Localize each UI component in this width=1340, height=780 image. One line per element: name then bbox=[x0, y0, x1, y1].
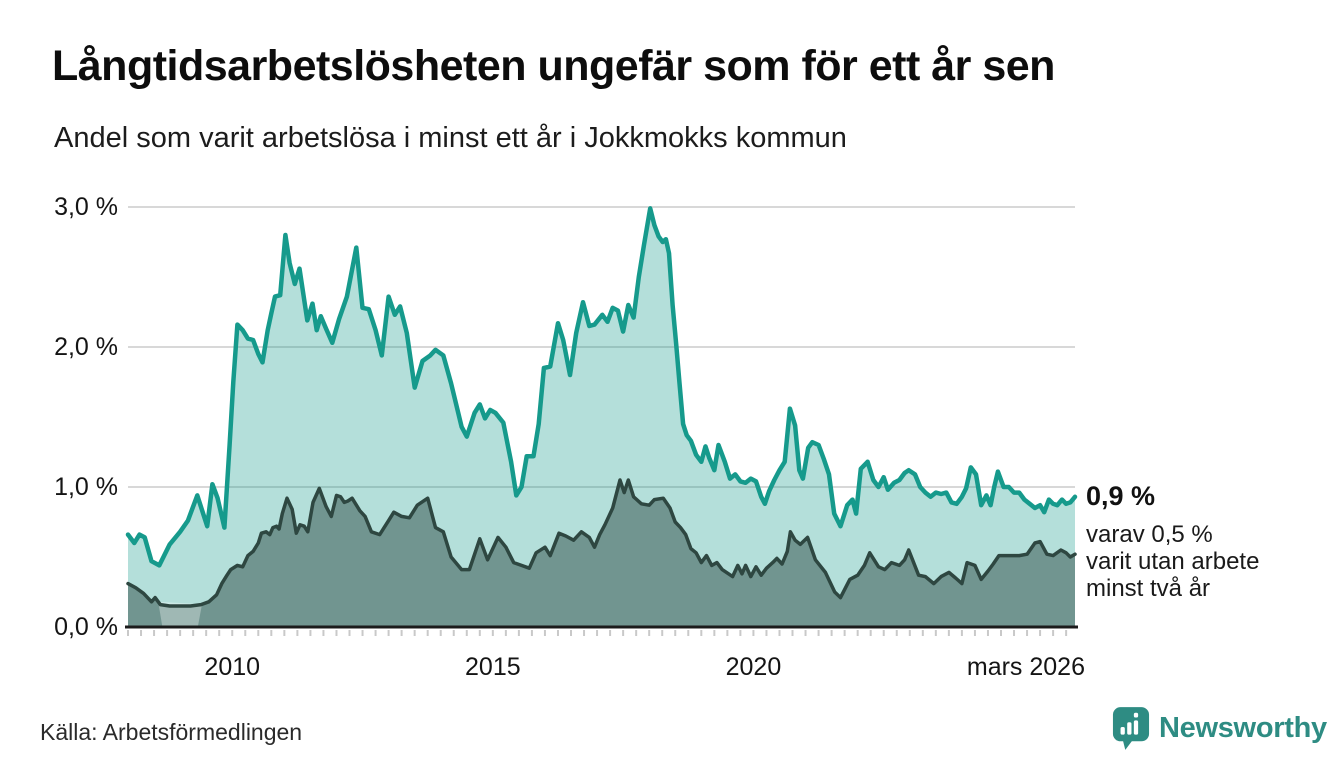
x-tick-label-2010: 2010 bbox=[204, 653, 261, 681]
newsworthy-wordmark: Newsworthy bbox=[1159, 711, 1327, 744]
chart-subtitle: Andel som varit arbetslösa i minst ett å… bbox=[54, 122, 847, 154]
x-tick-label-2020: 2020 bbox=[725, 653, 782, 681]
y-tick-label-3: 3,0 % bbox=[54, 193, 118, 221]
annotation-line-2: varit utan arbete bbox=[1086, 548, 1260, 575]
y-tick-label-1: 1,0 % bbox=[54, 473, 118, 501]
x-tick-label-mars-2026: mars 2026 bbox=[966, 653, 1085, 681]
y-tick-label-2: 2,0 % bbox=[54, 333, 118, 361]
latest-value-annotation: 0,9 % varav 0,5 % varit utan arbete mins… bbox=[1086, 481, 1326, 602]
page-title: Långtidsarbetslösheten ungefär som för e… bbox=[52, 42, 1055, 90]
source-attribution: Källa: Arbetsförmedlingen bbox=[40, 719, 303, 745]
newsworthy-logo: Newsworthy bbox=[1112, 706, 1327, 750]
line-minst-ett-ar bbox=[125, 206, 1078, 568]
latest-value-headline: 0,9 % bbox=[1086, 481, 1156, 511]
newsworthy-bubble-bar-chart-icon bbox=[1112, 706, 1150, 750]
y-tick-label-0: 0,0 % bbox=[54, 613, 118, 641]
annotation-line-3: minst två år bbox=[1086, 575, 1211, 602]
x-tick-label-2015: 2015 bbox=[465, 653, 521, 681]
annotation-line-1: varav 0,5 % bbox=[1086, 521, 1213, 548]
data-gap-overlay bbox=[158, 601, 202, 627]
line-minst-tva-ar bbox=[126, 478, 1077, 608]
